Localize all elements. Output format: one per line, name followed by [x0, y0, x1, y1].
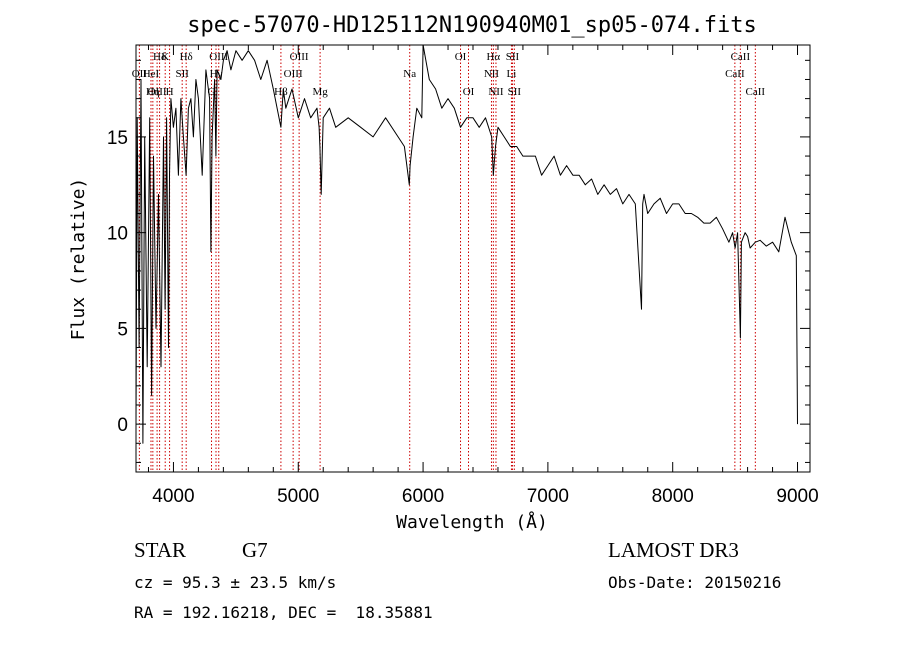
spectral-line-label: Hδ — [180, 51, 193, 63]
spectral-line-label: CaII — [725, 68, 745, 80]
spectral-line-label: OIII — [290, 51, 309, 63]
spectral-line-label: Mg — [312, 86, 328, 98]
spectral-line-label: OI — [455, 51, 467, 63]
spectral-line-label: Hδ — [153, 51, 166, 63]
spectral-line-label: SII — [175, 68, 189, 80]
spectral-line-markers — [138, 45, 756, 472]
series-layer — [135, 44, 798, 444]
spectral-line-label: CaII — [746, 86, 766, 98]
spectral-line-label: Li — [507, 68, 517, 80]
spectral-line-label: OIII — [148, 86, 167, 98]
spectral-line-label: Hα — [486, 51, 500, 63]
spectral-line-label: HeI — [143, 68, 160, 80]
spectral-line-label: Na — [403, 68, 416, 80]
spectral-line-label: OI — [463, 86, 475, 98]
spectral-line-label: H — [166, 86, 174, 98]
y-tick-label: 0 — [117, 415, 128, 436]
x-tick-label: 4000 — [152, 486, 194, 507]
x-tick-label: 6000 — [402, 486, 444, 507]
spectral-line-label: CaII — [731, 51, 751, 63]
x-tick-label: 5000 — [277, 486, 319, 507]
y-tick-label: 10 — [107, 224, 128, 245]
redshift-info: cz = 95.3 ± 23.5 km/s — [134, 573, 337, 592]
spectral-line-label: Hη — [146, 86, 160, 98]
spectral-line-label: OIII — [209, 51, 228, 63]
y-tick-label: 15 — [107, 128, 128, 149]
plot-frame — [135, 44, 811, 473]
y-tick-label: 5 — [117, 319, 128, 340]
x-tick-label: 9000 — [776, 486, 818, 507]
survey-name: LAMOST DR3 — [608, 538, 739, 562]
x-axis-label: Wavelength (Å) — [396, 511, 548, 533]
spectral-line-label: K — [161, 51, 169, 63]
obs-date: Obs-Date: 20150216 — [608, 573, 782, 592]
object-class: STAR — [134, 538, 186, 562]
spectral-line-label: SII — [508, 86, 522, 98]
axis-ticks — [136, 45, 810, 472]
spectral-line-label: Hβ — [274, 86, 288, 98]
spectral-line-label: NII — [484, 68, 500, 80]
x-tick-label: 7000 — [527, 486, 569, 507]
spectral-line-label: NII — [488, 86, 504, 98]
axis-tick-labels: 4000 5000 6000 7000 8000 9000 0 5 10 15 — [107, 128, 819, 507]
y-axis-label: Flux (relative) — [68, 178, 89, 341]
spectral-line-label: G — [208, 86, 216, 98]
x-tick-label: 8000 — [652, 486, 694, 507]
object-subclass: G7 — [242, 538, 268, 562]
spectral-line-label: OIII — [284, 68, 303, 80]
coordinates: RA = 192.16218, DEC = 18.35881 — [134, 603, 433, 622]
chart-title: spec-57070-HD125112N190940M01_sp05-074.f… — [187, 13, 757, 38]
spectral-line-label: SII — [506, 51, 520, 63]
series-line-spectrum — [135, 44, 798, 444]
spectral-line-label: Hγ — [210, 68, 223, 80]
